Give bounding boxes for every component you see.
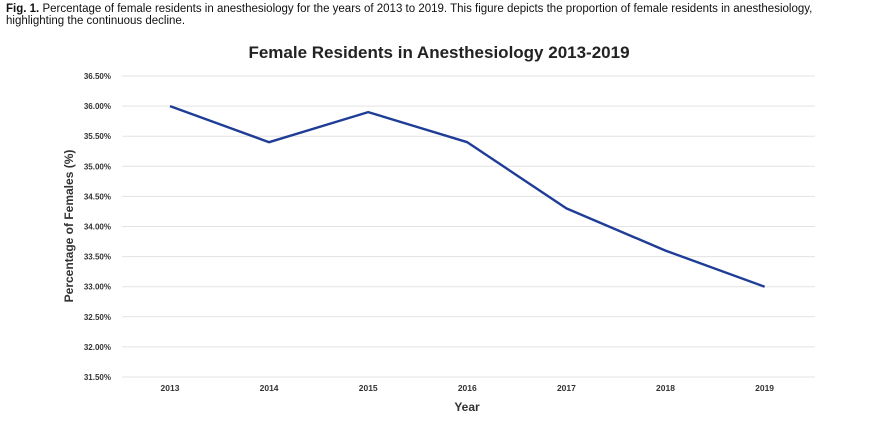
x-tick-label: 2018	[656, 383, 675, 393]
y-tick-label: 35.50%	[84, 132, 111, 141]
y-tick-labels: 31.50% 32.00% 32.50% 33.00% 33.50% 34.00% 34.5…	[84, 72, 111, 382]
y-tick-label: 36.50%	[84, 72, 111, 81]
chart-title: Female Residents in Anesthesiology 2013-…	[248, 43, 630, 62]
x-tick-label: 2016	[458, 383, 477, 393]
y-tick-label: 36.00%	[84, 102, 111, 111]
x-tick-label: 2017	[557, 383, 576, 393]
x-axis-label: Year	[454, 400, 480, 414]
y-tick-label: 32.00%	[84, 343, 111, 352]
y-tick-label: 33.50%	[84, 253, 111, 262]
y-tick-label: 33.00%	[84, 283, 111, 292]
y-axis-label: Percentage of Females (%)	[62, 150, 76, 303]
y-tick-label: 34.50%	[84, 192, 111, 201]
caption-text: Percentage of female residents in anesth…	[6, 3, 813, 27]
caption-label: Fig. 1.	[6, 3, 40, 15]
gridlines	[122, 75, 815, 378]
y-tick-label: 31.50%	[84, 373, 111, 382]
x-tick-label: 2013	[161, 383, 180, 393]
figure-caption: Fig. 1. Percentage of female residents i…	[6, 3, 866, 27]
x-tick-label: 2015	[359, 383, 378, 393]
y-tick-label: 32.50%	[84, 313, 111, 322]
x-tick-label: 2014	[260, 383, 279, 393]
y-tick-label: 34.00%	[84, 223, 111, 232]
series-layer	[169, 104, 766, 288]
x-tick-label: 2019	[755, 383, 774, 393]
y-tick-label: 35.00%	[84, 162, 111, 171]
x-tick-labels: 2013 2014 2015 2016 2017 2018 2019	[161, 383, 775, 393]
